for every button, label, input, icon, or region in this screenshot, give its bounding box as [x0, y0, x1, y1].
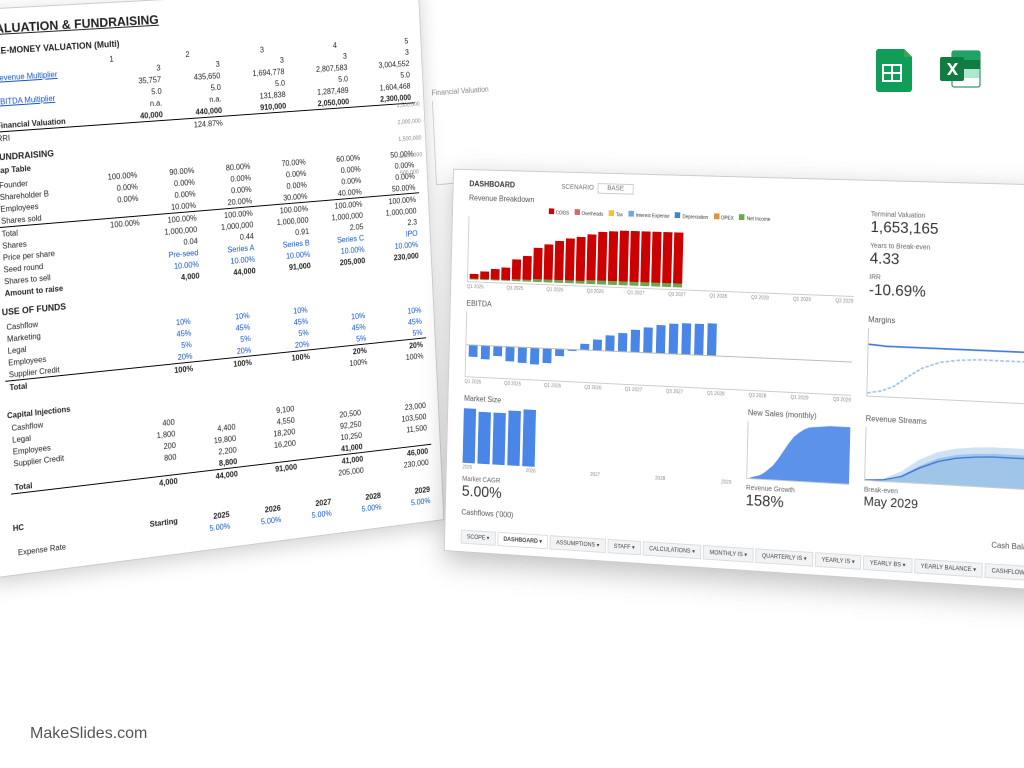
tab-staff[interactable]: STAFF ▾: [607, 539, 641, 556]
tab-assumptions[interactable]: ASSUMPTIONS ▾: [550, 535, 606, 553]
tab-cashflow[interactable]: CASHFLOW ▾: [985, 563, 1024, 581]
tab-monthly-is[interactable]: MONTHLY IS ▾: [703, 545, 754, 563]
spreadsheet-valuation: VALUATION & FUNDRAISING PRE-MONEY VALUAT…: [0, 0, 444, 579]
rev-streams-chart: [864, 427, 1024, 491]
watermark-text: MakeSlides.com: [30, 725, 147, 743]
revenue-breakdown-chart: [467, 216, 855, 297]
tab-yearly-is[interactable]: YEARLY IS ▾: [815, 552, 862, 570]
tab-scope[interactable]: SCOPE ▾: [461, 530, 496, 546]
tab-yearly-balance[interactable]: YEARLY BALANCE ▾: [914, 559, 983, 578]
excel-icon: [936, 45, 984, 93]
margins-chart: [866, 328, 1024, 405]
terminal-val: 1,653,165: [870, 218, 1024, 243]
new-sales-title: New Sales (monthly): [748, 408, 851, 422]
tab-calculations[interactable]: CALCULATIONS ▾: [643, 541, 702, 559]
ybe-val: 4.33: [870, 250, 1024, 275]
tab-dashboard[interactable]: DASHBOARD ▾: [497, 532, 548, 549]
cashflows-label: Cashflows ('000): [461, 508, 513, 520]
google-sheets-icon: [868, 45, 916, 93]
dashboard-title: DASHBOARD: [469, 180, 515, 190]
app-icons-row: [868, 45, 984, 93]
cash-balance-label: Cash Balance: [991, 541, 1024, 553]
tab-quarterly-is[interactable]: QUARTERLY IS ▾: [755, 549, 813, 567]
tab-yearly-bs[interactable]: YEARLY BS ▾: [863, 555, 912, 573]
irr-val: -10.69%: [869, 281, 1024, 307]
new-sales-chart: [746, 421, 850, 485]
spreadsheet-dashboard: DASHBOARD SCENARIO BASE Revenue Breakdow…: [444, 169, 1024, 592]
